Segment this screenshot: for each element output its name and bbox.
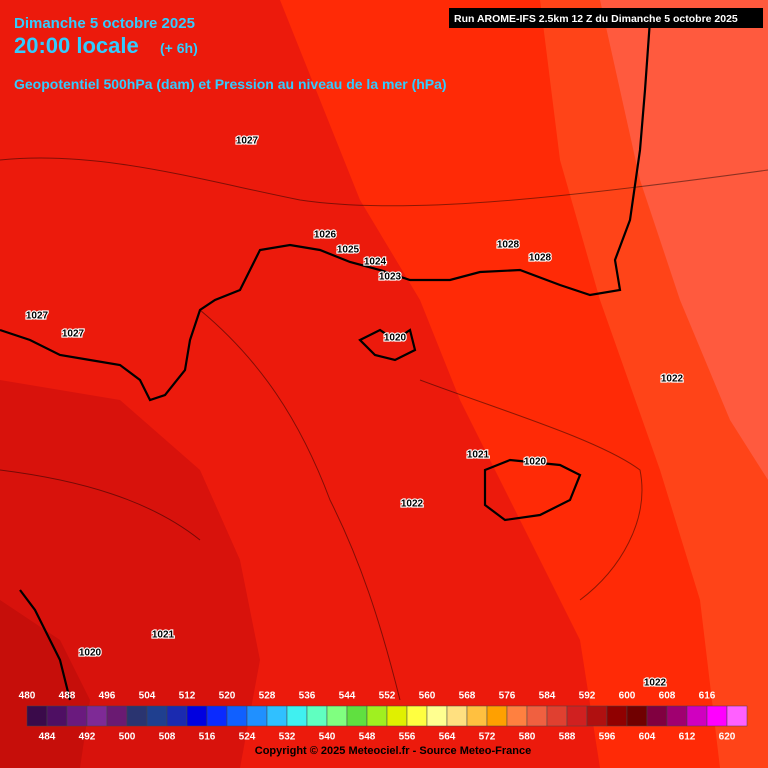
scale-label: 544 [339, 691, 356, 702]
date: Dimanche 5 octobre 2025 [14, 15, 195, 32]
scale-label: 616 [699, 691, 716, 702]
isobar-label: 1027 [62, 329, 85, 340]
scale-label: 604 [639, 732, 656, 743]
isobar-label: 1028 [529, 253, 552, 264]
scale-label: 568 [459, 691, 476, 702]
scale-cell [146, 705, 168, 727]
scale-cell [406, 705, 428, 727]
scale-cell [206, 705, 228, 727]
scale-cell [586, 705, 608, 727]
scale-label: 552 [379, 691, 396, 702]
scale-cell [426, 705, 448, 727]
scale-cell [446, 705, 468, 727]
scale-label: 508 [159, 732, 176, 743]
scale-label: 584 [539, 691, 556, 702]
scale-cell [46, 705, 68, 727]
isobar-label: 1023 [379, 272, 402, 283]
isobar-label: 1021 [467, 450, 490, 461]
scale-label: 512 [179, 691, 196, 702]
isobar-label: 1020 [79, 648, 102, 659]
scale-label: 492 [79, 732, 96, 743]
scale-label: 600 [619, 691, 636, 702]
scale-label: 500 [119, 732, 136, 743]
scale-label: 560 [419, 691, 436, 702]
offset: (+ 6h) [160, 40, 198, 56]
scale-cell [686, 705, 708, 727]
isobar-label: 1020 [384, 333, 407, 344]
scale-label: 528 [259, 691, 276, 702]
isobar-label: 1022 [661, 374, 684, 385]
scale-cell [346, 705, 368, 727]
scale-label: 592 [579, 691, 596, 702]
scale-label: 540 [319, 732, 336, 743]
scale-cell [546, 705, 568, 727]
scale-cell [366, 705, 388, 727]
copyright: Copyright © 2025 Meteociel.fr - Source M… [255, 745, 531, 757]
scale-label: 548 [359, 732, 376, 743]
scale-cell [606, 705, 628, 727]
scale-cell [506, 705, 528, 727]
scale-cell [226, 705, 248, 727]
scale-label: 564 [439, 732, 456, 743]
isobar-label: 1025 [337, 245, 360, 256]
scale-cell [66, 705, 88, 727]
scale-cell [186, 705, 208, 727]
scale-cell [306, 705, 328, 727]
scale-label: 488 [59, 691, 76, 702]
scale-label: 572 [479, 732, 496, 743]
scale-cell [706, 705, 728, 727]
time: 20:00 locale [14, 33, 139, 58]
isobar-label: 1020 [524, 457, 547, 468]
scale-cell [326, 705, 348, 727]
scale-cell [166, 705, 188, 727]
scale-label: 484 [39, 732, 56, 743]
scale-label: 532 [279, 732, 296, 743]
scale-label: 496 [99, 691, 116, 702]
isobar-label: 1027 [26, 311, 49, 322]
scale-cell [246, 705, 268, 727]
scale-cell [466, 705, 488, 727]
scale-label: 588 [559, 732, 576, 743]
scale-cell [526, 705, 548, 727]
scale-label: 620 [719, 732, 736, 743]
scale-label: 480 [19, 691, 36, 702]
scale-cell [106, 705, 128, 727]
subtitle: Geopotentiel 500hPa (dam) et Pression au… [14, 76, 447, 92]
isobar-label: 1021 [152, 630, 175, 641]
isobar-label: 1027 [236, 136, 259, 147]
scale-cell [286, 705, 308, 727]
isobar-label: 1024 [364, 257, 387, 268]
scale-cell [26, 705, 48, 727]
scale-cell [86, 705, 108, 727]
scale-cell [266, 705, 288, 727]
isolines [0, 157, 768, 701]
isobar-label: 1028 [497, 240, 520, 251]
scale-label: 516 [199, 732, 216, 743]
scale-label: 596 [599, 732, 616, 743]
isobar-label: 1026 [314, 230, 337, 241]
run-box [449, 8, 763, 28]
scale-label: 504 [139, 691, 156, 702]
scale-cell [646, 705, 668, 727]
scale-cell [126, 705, 148, 727]
scale-cell [566, 705, 588, 727]
scale-label: 556 [399, 732, 416, 743]
coastlines [0, 19, 652, 701]
scale-cell [726, 705, 748, 727]
scale-label: 536 [299, 691, 316, 702]
scale-cell [386, 705, 408, 727]
scale-label: 524 [239, 732, 256, 743]
run-info: Run AROME-IFS 2.5km 12 Z du Dimanche 5 o… [454, 13, 738, 25]
scale-cell [486, 705, 508, 727]
scale-cell [666, 705, 688, 727]
scale-cell [626, 705, 648, 727]
scale-label: 580 [519, 732, 536, 743]
isobar-label: 1022 [644, 678, 667, 689]
scale-label: 576 [499, 691, 516, 702]
scale-label: 612 [679, 732, 696, 743]
scale-label: 608 [659, 691, 676, 702]
isobar-label: 1022 [401, 499, 424, 510]
scale-label: 520 [219, 691, 236, 702]
